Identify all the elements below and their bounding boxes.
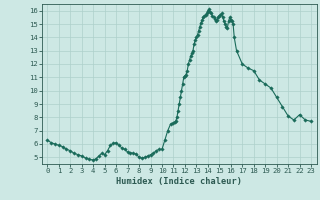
X-axis label: Humidex (Indice chaleur): Humidex (Indice chaleur) (116, 177, 242, 186)
